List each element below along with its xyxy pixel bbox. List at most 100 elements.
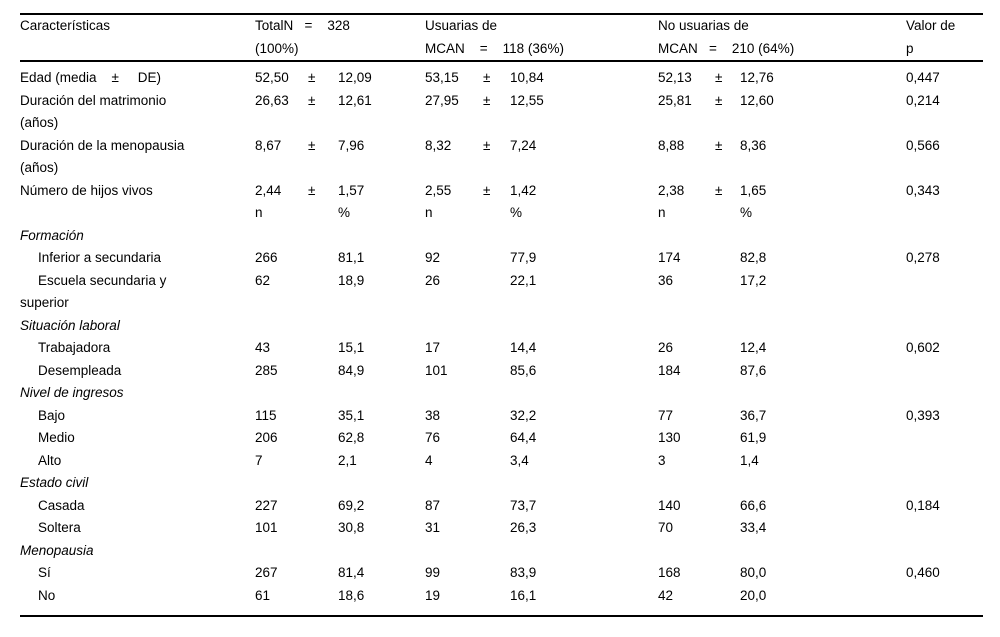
value-cell: 12,61 <box>338 92 372 108</box>
table-row: No 61 18,6 19 16,1 42 20,0 <box>20 585 983 617</box>
row-label: Trabajadora <box>38 340 111 355</box>
plus-minus-cell <box>715 427 740 450</box>
value-cell: 25,81 <box>658 92 692 108</box>
plus-minus-cell <box>715 495 740 518</box>
value-cell: 81,4 <box>338 565 365 580</box>
value-cell: 53,15 <box>425 70 459 85</box>
col-header-total: TotalN = 328 (100%) <box>255 14 426 62</box>
plus-minus-cell: ± <box>715 182 723 198</box>
table-row: Formación <box>20 225 983 248</box>
value-cell: 19 <box>425 587 441 603</box>
value-cell: 12,4 <box>740 340 767 355</box>
value-cell: 81,1 <box>338 250 365 265</box>
plus-minus-cell: ± <box>308 92 316 108</box>
plus-minus-cell <box>715 585 740 617</box>
value-cell: 70 <box>658 520 674 535</box>
row-label: Edad (media ± DE) <box>20 70 161 85</box>
value-cell: 227 <box>255 497 278 513</box>
value-cell: 266 <box>255 250 278 265</box>
value-cell: % <box>510 205 523 220</box>
col-header-usuarias-mcan: Usuarias de MCAN = 118 (36%) <box>425 14 659 62</box>
value-cell: 4 <box>425 452 433 468</box>
value-cell: % <box>740 205 753 220</box>
table-row: Medio 206 62,8 76 64,4 130 61,9 <box>20 427 983 450</box>
value-cell: 3 <box>658 452 666 468</box>
plus-minus-cell <box>715 247 740 270</box>
value-cell: n <box>658 205 666 220</box>
value-cell: 76 <box>425 430 441 445</box>
table-row: Sí 267 81,4 99 83,9 168 80,0 0,460 <box>20 562 983 585</box>
row-label: Duración de la menopausia (años) <box>20 137 185 176</box>
plus-minus-cell <box>483 225 510 248</box>
value-cell <box>510 472 658 495</box>
value-cell: 31 <box>425 520 441 535</box>
value-cell <box>658 382 715 405</box>
plus-minus-cell: ± <box>483 182 491 198</box>
plus-minus-cell <box>308 337 338 360</box>
plus-minus-cell <box>483 585 510 617</box>
value-cell <box>425 540 483 563</box>
row-label: Duración del matrimonio (años) <box>20 92 167 131</box>
plus-minus-cell <box>483 382 510 405</box>
plus-minus-cell <box>308 427 338 450</box>
value-cell: 36,7 <box>740 407 767 423</box>
value-cell: 18,9 <box>338 272 365 288</box>
value-cell: 12,60 <box>740 92 774 108</box>
plus-minus-cell <box>715 202 740 225</box>
plus-minus-cell <box>308 495 338 518</box>
value-cell: 27,95 <box>425 92 459 108</box>
value-cell <box>338 540 425 563</box>
value-cell: 62,8 <box>338 430 365 445</box>
plus-minus-cell <box>483 360 510 383</box>
plus-minus-cell <box>715 540 740 563</box>
value-cell: 15,1 <box>338 340 365 355</box>
table-row: Estado civil <box>20 472 983 495</box>
row-label: Situación laboral <box>20 317 120 333</box>
value-cell: 8,36 <box>740 137 767 153</box>
value-cell <box>338 225 425 248</box>
plus-minus-cell <box>308 202 338 225</box>
value-cell <box>740 315 906 338</box>
p-value-cell: 0,278 <box>906 250 940 265</box>
p-value-cell <box>906 202 983 225</box>
value-cell: 130 <box>658 430 681 445</box>
plus-minus-cell <box>308 225 338 248</box>
value-cell: 115 <box>255 407 277 423</box>
value-cell: 52,13 <box>658 70 692 85</box>
plus-minus-cell <box>483 517 510 540</box>
value-cell: 17 <box>425 340 441 355</box>
row-label: Sí <box>38 565 51 580</box>
row-label: Medio <box>38 430 75 445</box>
table-row: Bajo 115 35,1 38 32,2 77 36,7 0,393 <box>20 405 983 428</box>
value-cell: n <box>425 205 433 220</box>
plus-minus-cell <box>483 202 510 225</box>
plus-minus-cell <box>483 315 510 338</box>
value-cell <box>658 225 715 248</box>
value-cell: 101 <box>255 520 278 535</box>
row-label: Inferior a secundaria <box>38 250 162 265</box>
value-cell: 80,0 <box>740 565 767 580</box>
value-cell <box>740 540 906 563</box>
value-cell: 12,55 <box>510 92 544 108</box>
p-value-cell <box>906 472 983 495</box>
value-cell <box>255 472 308 495</box>
value-cell: 35,1 <box>338 407 365 423</box>
plus-minus-cell <box>483 247 510 270</box>
plus-minus-cell <box>715 450 740 473</box>
plus-minus-cell <box>715 337 740 360</box>
row-label: Menopausia <box>20 542 94 558</box>
value-cell: 52,50 <box>255 70 289 85</box>
table-row: Desempleada 285 84,9 101 85,6 184 87,6 <box>20 360 983 383</box>
value-cell: 2,38 <box>658 182 685 198</box>
row-label: Soltera <box>38 520 81 535</box>
row-label: Formación <box>20 227 84 243</box>
plus-minus-cell <box>483 562 510 585</box>
value-cell: 8,67 <box>255 137 282 153</box>
value-cell: n <box>255 205 263 220</box>
value-cell: 267 <box>255 565 278 580</box>
plus-minus-cell: ± <box>308 182 316 198</box>
plus-minus-cell <box>483 270 510 315</box>
value-cell: 62 <box>255 272 271 288</box>
plus-minus-cell <box>308 315 338 338</box>
p-value-cell <box>906 450 983 473</box>
